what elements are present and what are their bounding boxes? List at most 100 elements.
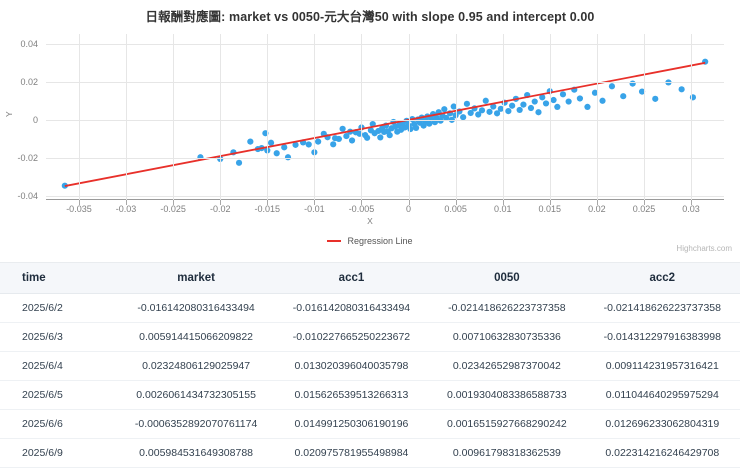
- chart-legend[interactable]: Regression Line: [0, 236, 740, 246]
- x-axis-tick: [173, 200, 175, 205]
- scatter-point[interactable]: [482, 97, 489, 104]
- x-axis-tick: [455, 200, 457, 205]
- scatter-point[interactable]: [460, 114, 467, 121]
- table-row[interactable]: 2025/6/2 -0.016142080316433494 -0.01614208…: [0, 293, 740, 323]
- x-axis-tick: [643, 200, 645, 205]
- table-cell-acc1: 0.015626539513266313: [273, 380, 430, 410]
- y-gridline: [46, 158, 724, 160]
- table-cell-0050: 0.00710632830735336: [429, 322, 585, 352]
- column-header-acc2[interactable]: acc2: [584, 263, 740, 294]
- data-table-container[interactable]: time market acc1 0050 acc2 2025/6/2 -0.01…: [0, 262, 740, 472]
- column-header-market[interactable]: market: [118, 263, 274, 294]
- x-axis-tick: [549, 200, 551, 205]
- table-cell-time: 2025/6/5: [0, 380, 119, 410]
- scatter-point[interactable]: [467, 109, 474, 117]
- scatter-point[interactable]: [565, 98, 572, 105]
- x-axis-label: 0.015: [538, 204, 562, 214]
- highcharts-credits[interactable]: Highcharts.com: [676, 244, 732, 253]
- scatter-point[interactable]: [527, 104, 535, 112]
- scatter-point[interactable]: [638, 88, 646, 95]
- scatter-point[interactable]: [520, 101, 527, 108]
- x-gridline: [220, 34, 222, 200]
- table-cell-acc1: -0.016142080316433494: [273, 293, 430, 323]
- scatter-point[interactable]: [493, 110, 501, 117]
- scatter-point[interactable]: [235, 159, 243, 166]
- x-axis-label: -0.01: [304, 204, 325, 214]
- scatter-point[interactable]: [335, 135, 342, 143]
- scatter-point[interactable]: [497, 105, 504, 112]
- x-gridline: [691, 34, 693, 200]
- scatter-point[interactable]: [450, 103, 457, 110]
- scatter-point[interactable]: [559, 91, 567, 98]
- scatter-point[interactable]: [348, 137, 356, 144]
- scatter-point[interactable]: [505, 107, 512, 115]
- scatter-point[interactable]: [550, 96, 557, 104]
- scatter-point[interactable]: [542, 100, 550, 107]
- regression-line[interactable]: [64, 61, 706, 187]
- table-cell-0050: 0.0019304083386588733: [429, 380, 585, 410]
- scatter-point[interactable]: [273, 150, 280, 157]
- scatter-point[interactable]: [620, 93, 627, 100]
- scatter-point[interactable]: [475, 111, 482, 118]
- scatter-point[interactable]: [608, 83, 616, 90]
- scatter-point[interactable]: [463, 100, 471, 107]
- table-row[interactable]: 2025/6/9 0.005984531649308788 0.0209757819…: [0, 438, 740, 468]
- x-axis-tick: [267, 200, 269, 205]
- x-axis-label: -0.005: [348, 204, 375, 214]
- scatter-point[interactable]: [311, 149, 318, 156]
- scatter-point[interactable]: [247, 138, 254, 145]
- table-row[interactable]: 2025/6/3 0.005914415066209822 -0.010227665…: [0, 322, 740, 352]
- scatter-point[interactable]: [509, 102, 516, 109]
- table-row[interactable]: 2025/6/100.0207363730331422400.041712154…: [0, 467, 740, 472]
- highcharts-scatter-chart[interactable]: 日報酬對應圖: market vs 0050-元大台灣50 with slope…: [0, 0, 740, 262]
- x-gridline: [361, 34, 363, 200]
- table-row[interactable]: 2025/6/6 -0.0006352892070761174 0.01499125…: [0, 409, 740, 439]
- scatter-point[interactable]: [339, 125, 346, 132]
- scatter-point[interactable]: [343, 132, 350, 140]
- chart-plot-area[interactable]: [46, 34, 724, 205]
- scatter-point[interactable]: [281, 144, 288, 151]
- scatter-point[interactable]: [441, 106, 448, 113]
- scatter-point[interactable]: [516, 106, 523, 114]
- scatter-point[interactable]: [315, 138, 322, 145]
- table-cell-acc1: 0.020975781955498984: [273, 438, 430, 468]
- column-header-time[interactable]: time: [0, 263, 119, 294]
- scatter-point[interactable]: [486, 108, 493, 115]
- scatter-point[interactable]: [377, 134, 384, 141]
- scatter-point[interactable]: [267, 139, 275, 146]
- scatter-point[interactable]: [364, 134, 371, 141]
- scatter-point[interactable]: [591, 89, 599, 96]
- y-axis-label: 0.04: [20, 38, 38, 49]
- scatter-point[interactable]: [599, 97, 606, 104]
- scatter-point[interactable]: [490, 103, 497, 110]
- scatter-point[interactable]: [478, 107, 486, 114]
- scatter-point[interactable]: [554, 103, 561, 110]
- x-gridline: [502, 34, 504, 200]
- scatter-point[interactable]: [576, 95, 584, 102]
- scatter-point[interactable]: [262, 130, 269, 137]
- scatter-point[interactable]: [330, 141, 337, 148]
- scatter-point[interactable]: [652, 95, 659, 102]
- x-axis-label: -0.015: [254, 204, 281, 214]
- scatter-point[interactable]: [539, 94, 546, 101]
- table-row[interactable]: 2025/6/5 0.0026061434732305155 0.015626539…: [0, 380, 740, 410]
- scatter-point[interactable]: [535, 109, 542, 116]
- scatter-point[interactable]: [292, 141, 299, 148]
- scatter-point[interactable]: [452, 112, 459, 119]
- scatter-point[interactable]: [426, 120, 433, 127]
- scatter-point[interactable]: [305, 141, 312, 148]
- table-row[interactable]: 2025/6/4 0.02324806129025947 0.01302039604…: [0, 351, 740, 381]
- scatter-point[interactable]: [386, 132, 393, 139]
- legend-item-regression-line[interactable]: Regression Line: [347, 236, 413, 246]
- scatter-point[interactable]: [443, 114, 450, 122]
- x-axis-label: -0.03: [115, 204, 137, 214]
- column-header-0050[interactable]: 0050: [429, 263, 585, 294]
- scatter-point[interactable]: [678, 86, 685, 93]
- x-gridline: [173, 34, 175, 200]
- scatter-point[interactable]: [584, 103, 591, 110]
- y-axis-label: -0.04: [17, 191, 38, 202]
- scatter-point[interactable]: [356, 130, 363, 137]
- scatter-point[interactable]: [412, 124, 420, 131]
- scatter-point[interactable]: [531, 98, 538, 105]
- column-header-acc1[interactable]: acc1: [273, 263, 430, 294]
